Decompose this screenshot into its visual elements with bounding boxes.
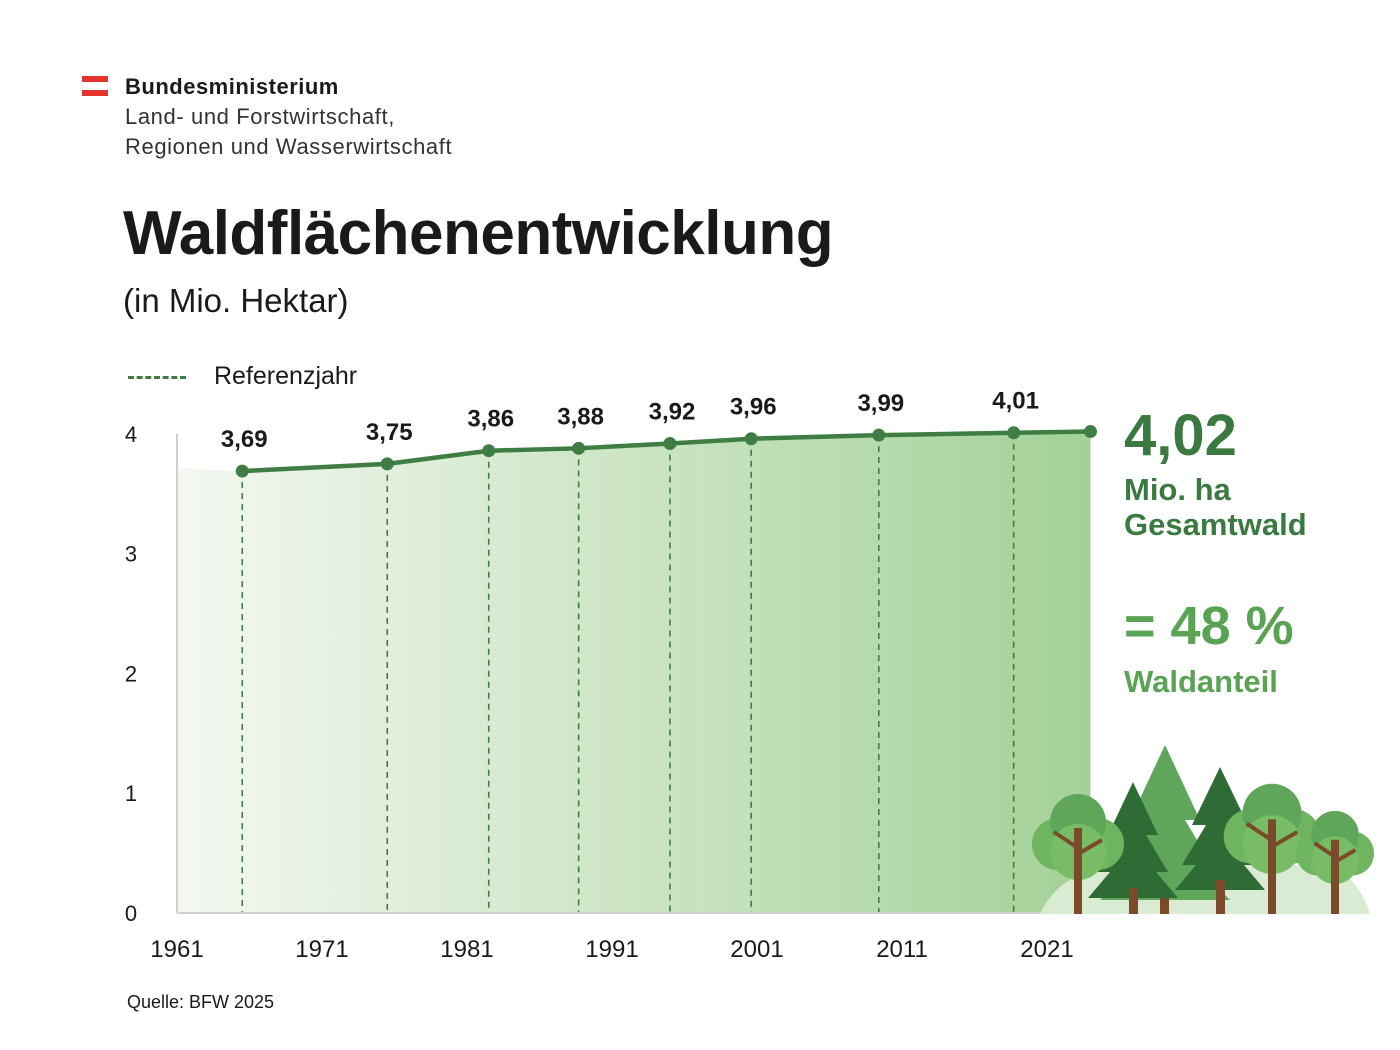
data-point (572, 441, 586, 455)
legend-label: Referenzjahr (214, 362, 358, 390)
y-tick-label: 2 (125, 661, 137, 686)
y-tick-label: 0 (125, 901, 137, 926)
y-tick-label: 4 (125, 422, 137, 447)
data-point (380, 457, 394, 471)
x-tick-label: 2011 (876, 936, 928, 963)
data-label: 3,75 (366, 419, 413, 446)
chart-subtitle: (in Mio. Hektar) (123, 282, 349, 319)
data-label: 3,86 (467, 406, 514, 433)
x-tick-label: 2001 (730, 936, 783, 963)
kpi-unit-line1: Mio. ha (1124, 472, 1231, 507)
data-point (1007, 426, 1021, 440)
ministry-name-line2: Land- und Forstwirtschaft, (125, 104, 395, 129)
x-tick-label: 2021 (1020, 936, 1073, 963)
data-label: 3,99 (857, 390, 904, 417)
data-point (663, 437, 677, 451)
logo-stripe-middle (82, 83, 108, 89)
x-tick-label: 1961 (150, 936, 203, 963)
data-label: 4,01 (992, 388, 1039, 415)
x-tick-label: 1981 (440, 936, 493, 963)
kpi-total-value: 4,02 (1124, 403, 1237, 468)
logo-stripe-bottom (82, 90, 108, 96)
x-tick-label: 1991 (585, 936, 638, 963)
austria-flag-icon (82, 76, 108, 96)
data-label: 3,96 (730, 394, 777, 421)
data-point (235, 464, 249, 478)
y-tick-label: 3 (125, 542, 137, 567)
x-tick-label: 1971 (295, 936, 348, 963)
data-point (482, 444, 496, 458)
source-note: Quelle: BFW 2025 (127, 992, 275, 1012)
data-point (1084, 425, 1097, 439)
ministry-name: Bundesministerium Land- und Forstwirtsch… (125, 72, 625, 162)
chart-title: Waldflächenentwicklung (123, 199, 834, 268)
data-label: 3,88 (557, 403, 604, 430)
kpi-forest-share-label: Waldanteil (1124, 664, 1278, 699)
data-label: 3,92 (649, 399, 696, 426)
legend-dashed-line-icon (128, 376, 186, 379)
ministry-name-line3: Regionen und Wasserwirtschaft (125, 134, 453, 159)
data-point (872, 428, 886, 442)
logo-stripe-top (82, 76, 108, 82)
data-label: 3,69 (221, 426, 268, 453)
chart-area (177, 431, 1091, 913)
ministry-name-line1: Bundesministerium (125, 74, 339, 99)
y-tick-label: 1 (125, 781, 137, 806)
forest-trees-icon (1032, 745, 1375, 914)
kpi-total-unit: Mio. ha Gesamtwald (1124, 472, 1307, 542)
data-point (744, 432, 758, 446)
kpi-forest-share: = 48 % (1124, 596, 1294, 656)
kpi-unit-line2: Gesamtwald (1124, 507, 1307, 542)
